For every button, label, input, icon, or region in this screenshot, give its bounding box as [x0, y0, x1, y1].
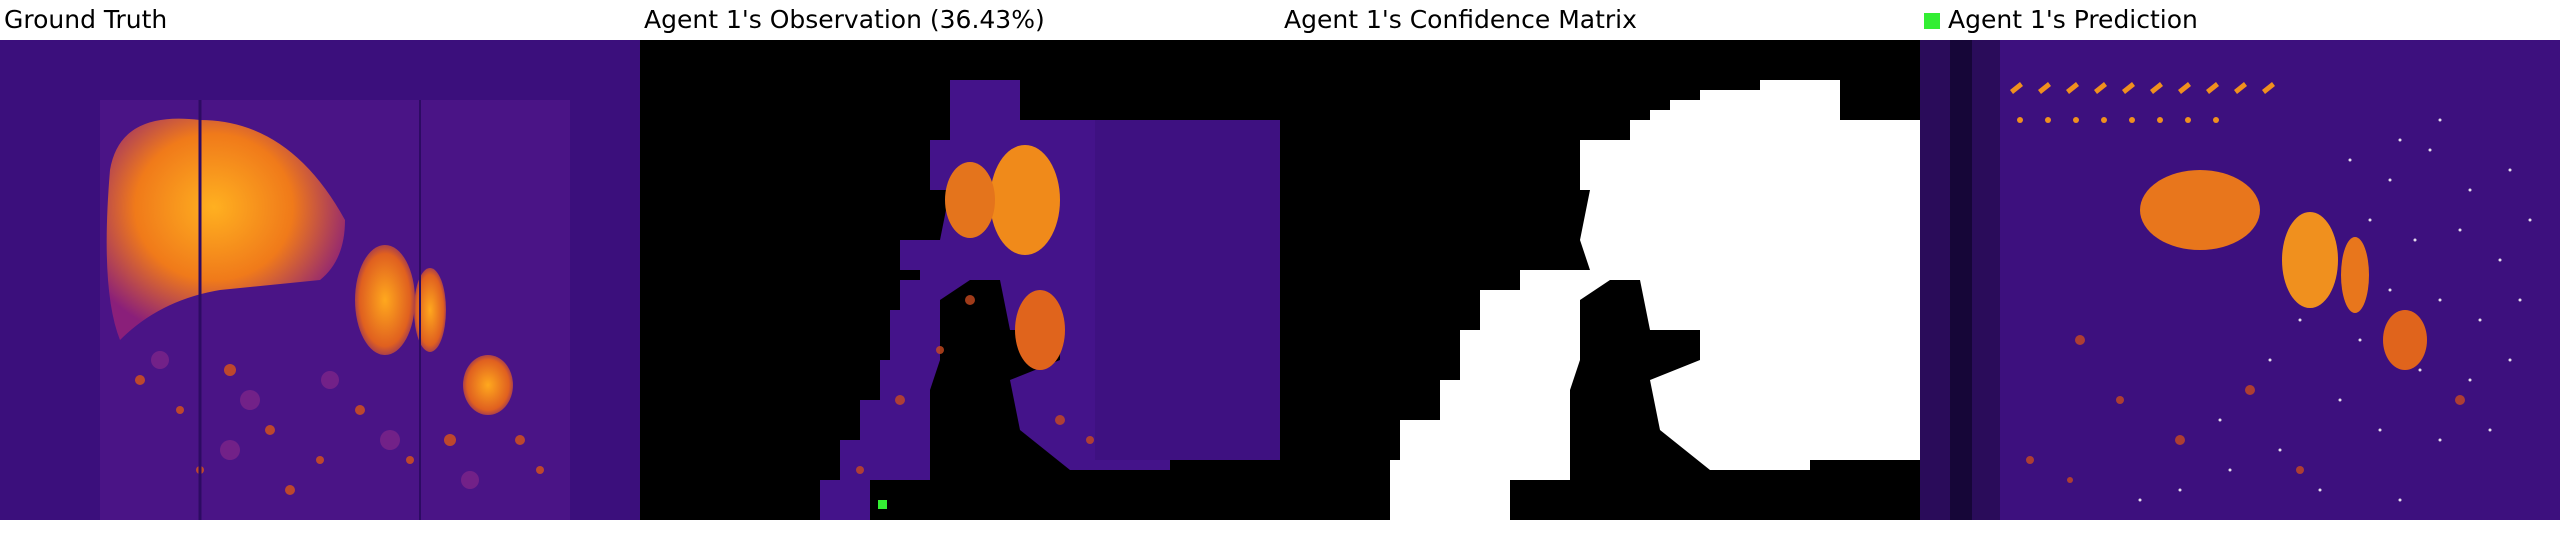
ground-truth-image: [0, 40, 640, 520]
observation-image: [640, 40, 1280, 520]
observation-title: Agent 1's Observation (36.43%): [644, 5, 1045, 34]
prediction-title: Agent 1's Prediction: [1924, 2, 2198, 38]
agent-marker-legend-icon: [1924, 13, 1940, 29]
confidence-matrix-image: [1280, 40, 1920, 520]
prediction-image: [1920, 40, 2560, 520]
ground-truth-title: Ground Truth: [4, 5, 168, 34]
prediction-title-text: Agent 1's Prediction: [1948, 5, 2198, 34]
agent-position-marker: [878, 500, 887, 509]
confidence-matrix-title: Agent 1's Confidence Matrix: [1284, 5, 1637, 34]
